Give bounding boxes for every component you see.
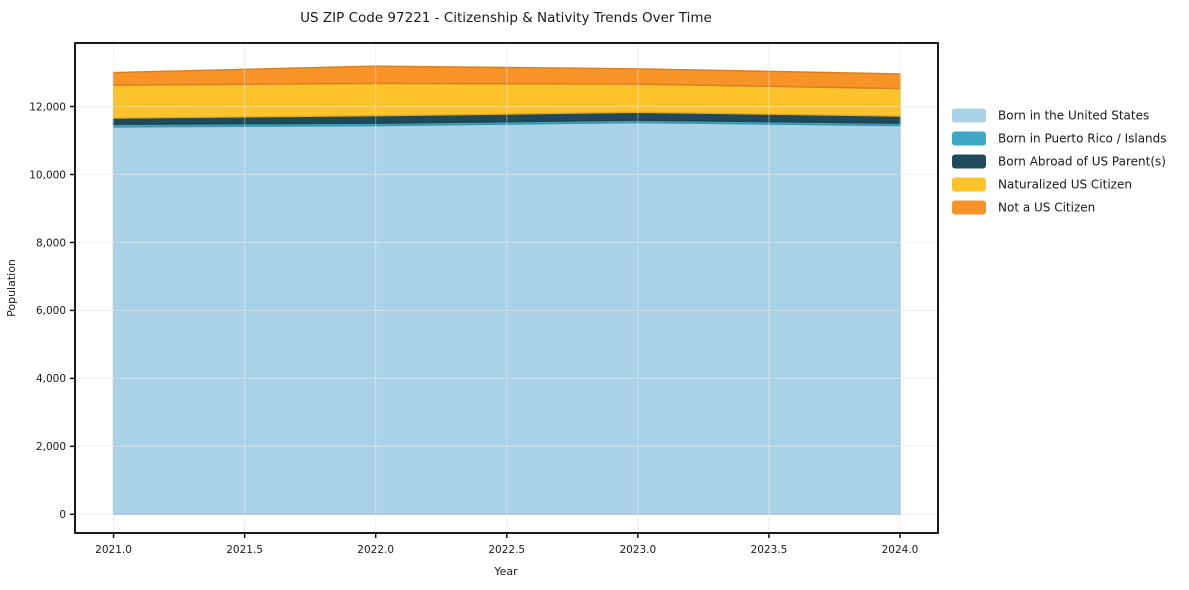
x-axis-label: Year: [493, 565, 518, 578]
legend: Born in the United States Born in Puerto …: [952, 108, 1167, 215]
y-tick-label: 10,000: [29, 169, 66, 181]
legend-label: Born in the United States: [998, 109, 1149, 123]
legend-swatch: [952, 108, 986, 123]
y-axis-label: Population: [5, 259, 18, 317]
legend-item-born-in-puerto-rico-islands: Born in Puerto Rico / Islands: [952, 131, 1167, 146]
legend-label: Naturalized US Citizen: [998, 178, 1132, 192]
x-tick-label: 2023.0: [619, 544, 656, 556]
x-tick-label: 2023.5: [751, 544, 788, 556]
legend-swatch: [952, 177, 986, 192]
y-tick-label: 12,000: [29, 101, 66, 113]
x-tick-label: 2022.0: [357, 544, 394, 556]
y-tick-label: 6,000: [36, 305, 66, 317]
legend-label: Born Abroad of US Parent(s): [998, 155, 1166, 169]
stacked-areas: [112, 65, 901, 516]
x-tick-label: 2021.0: [95, 544, 132, 556]
gridlines-over: [75, 43, 938, 533]
legend-item-not-a-us-citizen: Not a US Citizen: [952, 200, 1095, 215]
chart-title: US ZIP Code 97221 - Citizenship & Nativi…: [300, 10, 712, 26]
x-tick-label: 2022.5: [488, 544, 525, 556]
legend-swatch: [952, 131, 986, 146]
y-tick-label: 8,000: [36, 237, 66, 249]
legend-item-born-abroad-of-us-parent-s: Born Abroad of US Parent(s): [952, 154, 1166, 169]
y-tick-label: 4,000: [36, 373, 66, 385]
area-not-a-us-citizen: [112, 65, 901, 90]
y-tick-label: 2,000: [36, 441, 66, 453]
legend-swatch: [952, 200, 986, 215]
legend-swatch: [952, 154, 986, 169]
legend-label: Not a US Citizen: [998, 201, 1095, 215]
x-tick-label: 2021.5: [226, 544, 263, 556]
legend-item-naturalized-us-citizen: Naturalized US Citizen: [952, 177, 1132, 192]
y-tick-label: 0: [59, 509, 66, 521]
tick-labels: 2021.0 2021.5 2022.0 2022.5 2023.0 2023.5 2024…: [29, 101, 918, 556]
tick-marks: [70, 105, 901, 538]
legend-label: Born in Puerto Rico / Islands: [998, 132, 1167, 146]
x-tick-label: 2024.0: [882, 544, 919, 556]
legend-item-born-in-the-united-states: Born in the United States: [952, 108, 1149, 123]
